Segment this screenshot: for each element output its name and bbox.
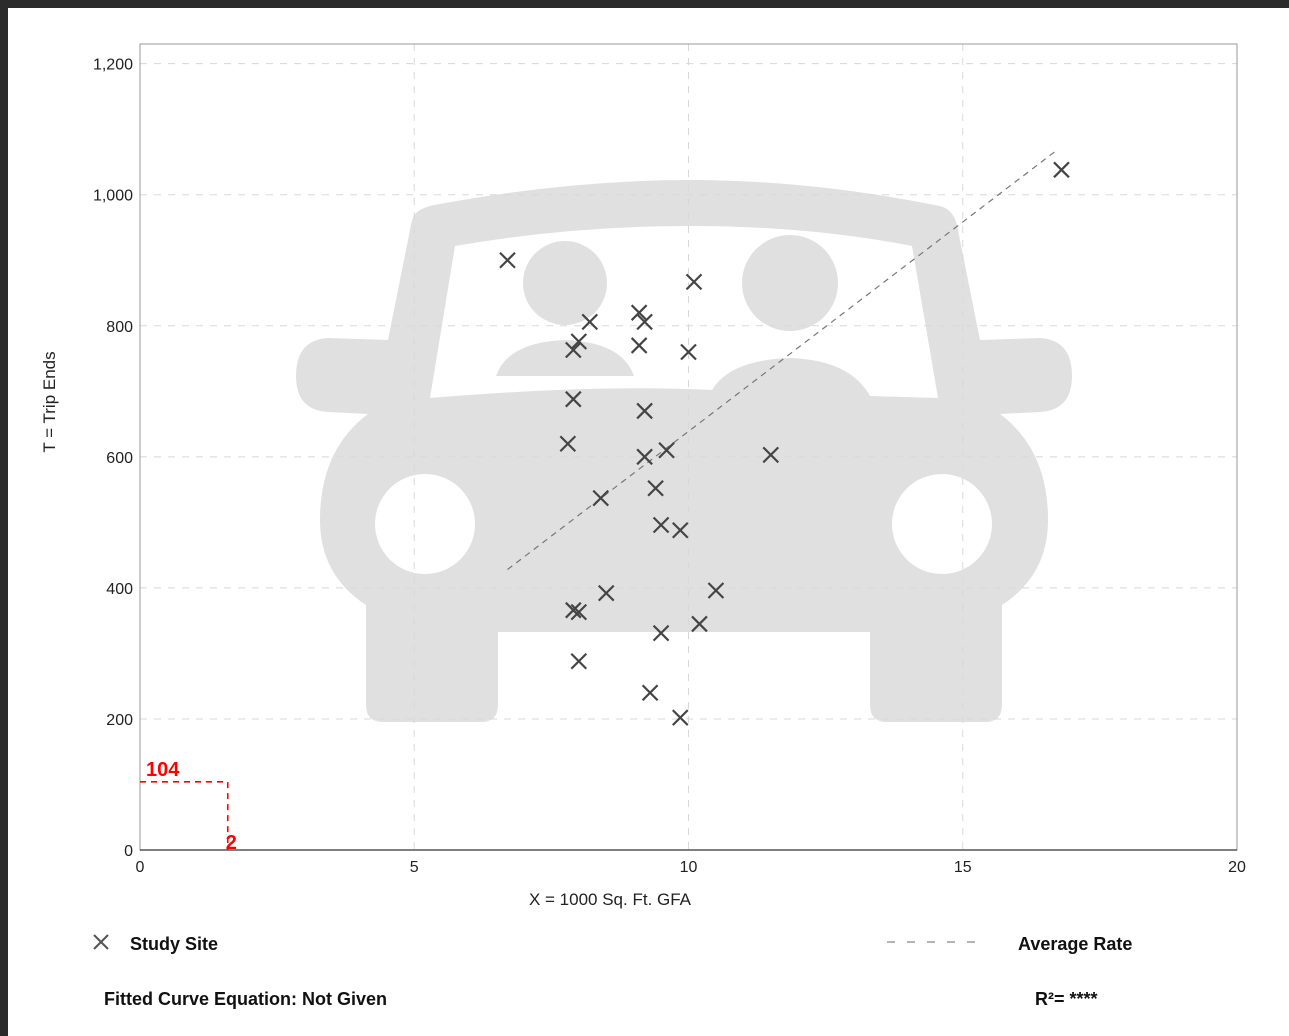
x-tick-label: 20 bbox=[1228, 859, 1246, 876]
point-stroke bbox=[652, 516, 670, 534]
point-stroke bbox=[559, 435, 577, 453]
point-stroke bbox=[630, 304, 648, 321]
annotations: 104 2 bbox=[140, 759, 237, 854]
point-stroke bbox=[647, 480, 664, 497]
study-site-point bbox=[680, 343, 697, 361]
legend-average-rate-label: Average Rate bbox=[1018, 934, 1132, 954]
study-site-point bbox=[685, 273, 703, 291]
y-axis-title: T = Trip Ends bbox=[40, 351, 59, 452]
study-site-point bbox=[636, 402, 653, 420]
x-tick-label: 0 bbox=[136, 859, 145, 876]
study-site-point bbox=[641, 684, 659, 702]
legend-study-site: Study Site bbox=[93, 934, 218, 954]
point-stroke bbox=[565, 341, 582, 359]
study-site-point bbox=[691, 615, 708, 633]
point-stroke bbox=[762, 446, 780, 464]
study-site-point bbox=[652, 624, 670, 642]
point-stroke bbox=[570, 603, 588, 621]
study-site-point bbox=[630, 337, 648, 354]
study-site-point bbox=[647, 480, 664, 497]
point-stroke bbox=[680, 343, 697, 361]
y-tick-label: 0 bbox=[124, 843, 133, 860]
point-stroke bbox=[1053, 161, 1070, 179]
study-site-point bbox=[499, 251, 516, 269]
point-stroke bbox=[570, 653, 588, 670]
point-stroke bbox=[652, 624, 670, 642]
annotation-label-2: 2 bbox=[226, 832, 237, 854]
study-site-point bbox=[565, 341, 582, 359]
annotation-guide-line bbox=[140, 781, 229, 850]
point-stroke bbox=[597, 584, 615, 602]
x-axis-title: X = 1000 Sq. Ft. GFA bbox=[529, 890, 692, 909]
x-tick-label: 5 bbox=[410, 859, 419, 876]
study-site-point bbox=[570, 653, 588, 670]
axes bbox=[139, 43, 1238, 851]
study-site-point bbox=[1053, 161, 1070, 179]
point-stroke bbox=[592, 489, 610, 507]
study-site-point bbox=[707, 582, 725, 599]
point-stroke bbox=[565, 390, 582, 408]
study-site-point bbox=[559, 435, 577, 453]
study-site-point bbox=[636, 448, 653, 466]
fitted-curve-equation: Fitted Curve Equation: Not Given bbox=[104, 989, 387, 1009]
y-tick-label: 800 bbox=[106, 319, 133, 336]
y-tick-label: 600 bbox=[106, 450, 133, 467]
passengers bbox=[496, 235, 838, 376]
point-stroke bbox=[581, 313, 599, 331]
point-stroke bbox=[636, 402, 653, 420]
study-site-point bbox=[565, 390, 582, 408]
legend-x-marker-icon bbox=[93, 934, 109, 950]
study-site-point bbox=[636, 313, 653, 331]
study-site-point bbox=[658, 441, 675, 459]
wheels bbox=[375, 474, 992, 574]
study-site-point bbox=[597, 584, 615, 602]
study-site-point bbox=[630, 304, 648, 321]
point-stroke bbox=[570, 333, 588, 350]
grid-lines bbox=[140, 44, 1238, 850]
study-site-point bbox=[671, 521, 689, 539]
point-stroke bbox=[707, 582, 725, 599]
r-squared: R²= **** bbox=[1035, 989, 1098, 1009]
point-stroke bbox=[641, 684, 659, 702]
point-stroke bbox=[658, 441, 675, 459]
study-site-point bbox=[570, 333, 588, 350]
x-tick-label: 10 bbox=[680, 859, 698, 876]
y-tick-label: 200 bbox=[106, 712, 133, 729]
study-site-point bbox=[581, 313, 599, 331]
point-stroke bbox=[565, 601, 582, 619]
study-site-point bbox=[565, 601, 582, 619]
point-stroke bbox=[685, 273, 703, 291]
study-site-point bbox=[671, 709, 689, 726]
y-tick-label: 1,000 bbox=[93, 188, 133, 205]
y-tick-label: 400 bbox=[106, 581, 133, 598]
study-site-point bbox=[592, 489, 610, 507]
point-stroke bbox=[636, 313, 653, 331]
study-site-point bbox=[570, 603, 588, 621]
point-stroke bbox=[691, 615, 708, 633]
legend-study-site-label: Study Site bbox=[130, 934, 218, 954]
y-tick-label: 1,200 bbox=[93, 57, 133, 74]
legend-average-rate: Average Rate bbox=[887, 934, 1132, 954]
point-stroke bbox=[636, 448, 653, 466]
study-site-points bbox=[499, 161, 1070, 726]
study-site-point bbox=[762, 446, 780, 464]
point-stroke bbox=[499, 251, 516, 269]
point-stroke bbox=[671, 521, 689, 539]
point-stroke bbox=[630, 337, 648, 354]
x-tick-label: 15 bbox=[954, 859, 972, 876]
study-site-point bbox=[652, 516, 670, 534]
point-stroke bbox=[671, 709, 689, 726]
annotation-label-104: 104 bbox=[146, 759, 180, 781]
